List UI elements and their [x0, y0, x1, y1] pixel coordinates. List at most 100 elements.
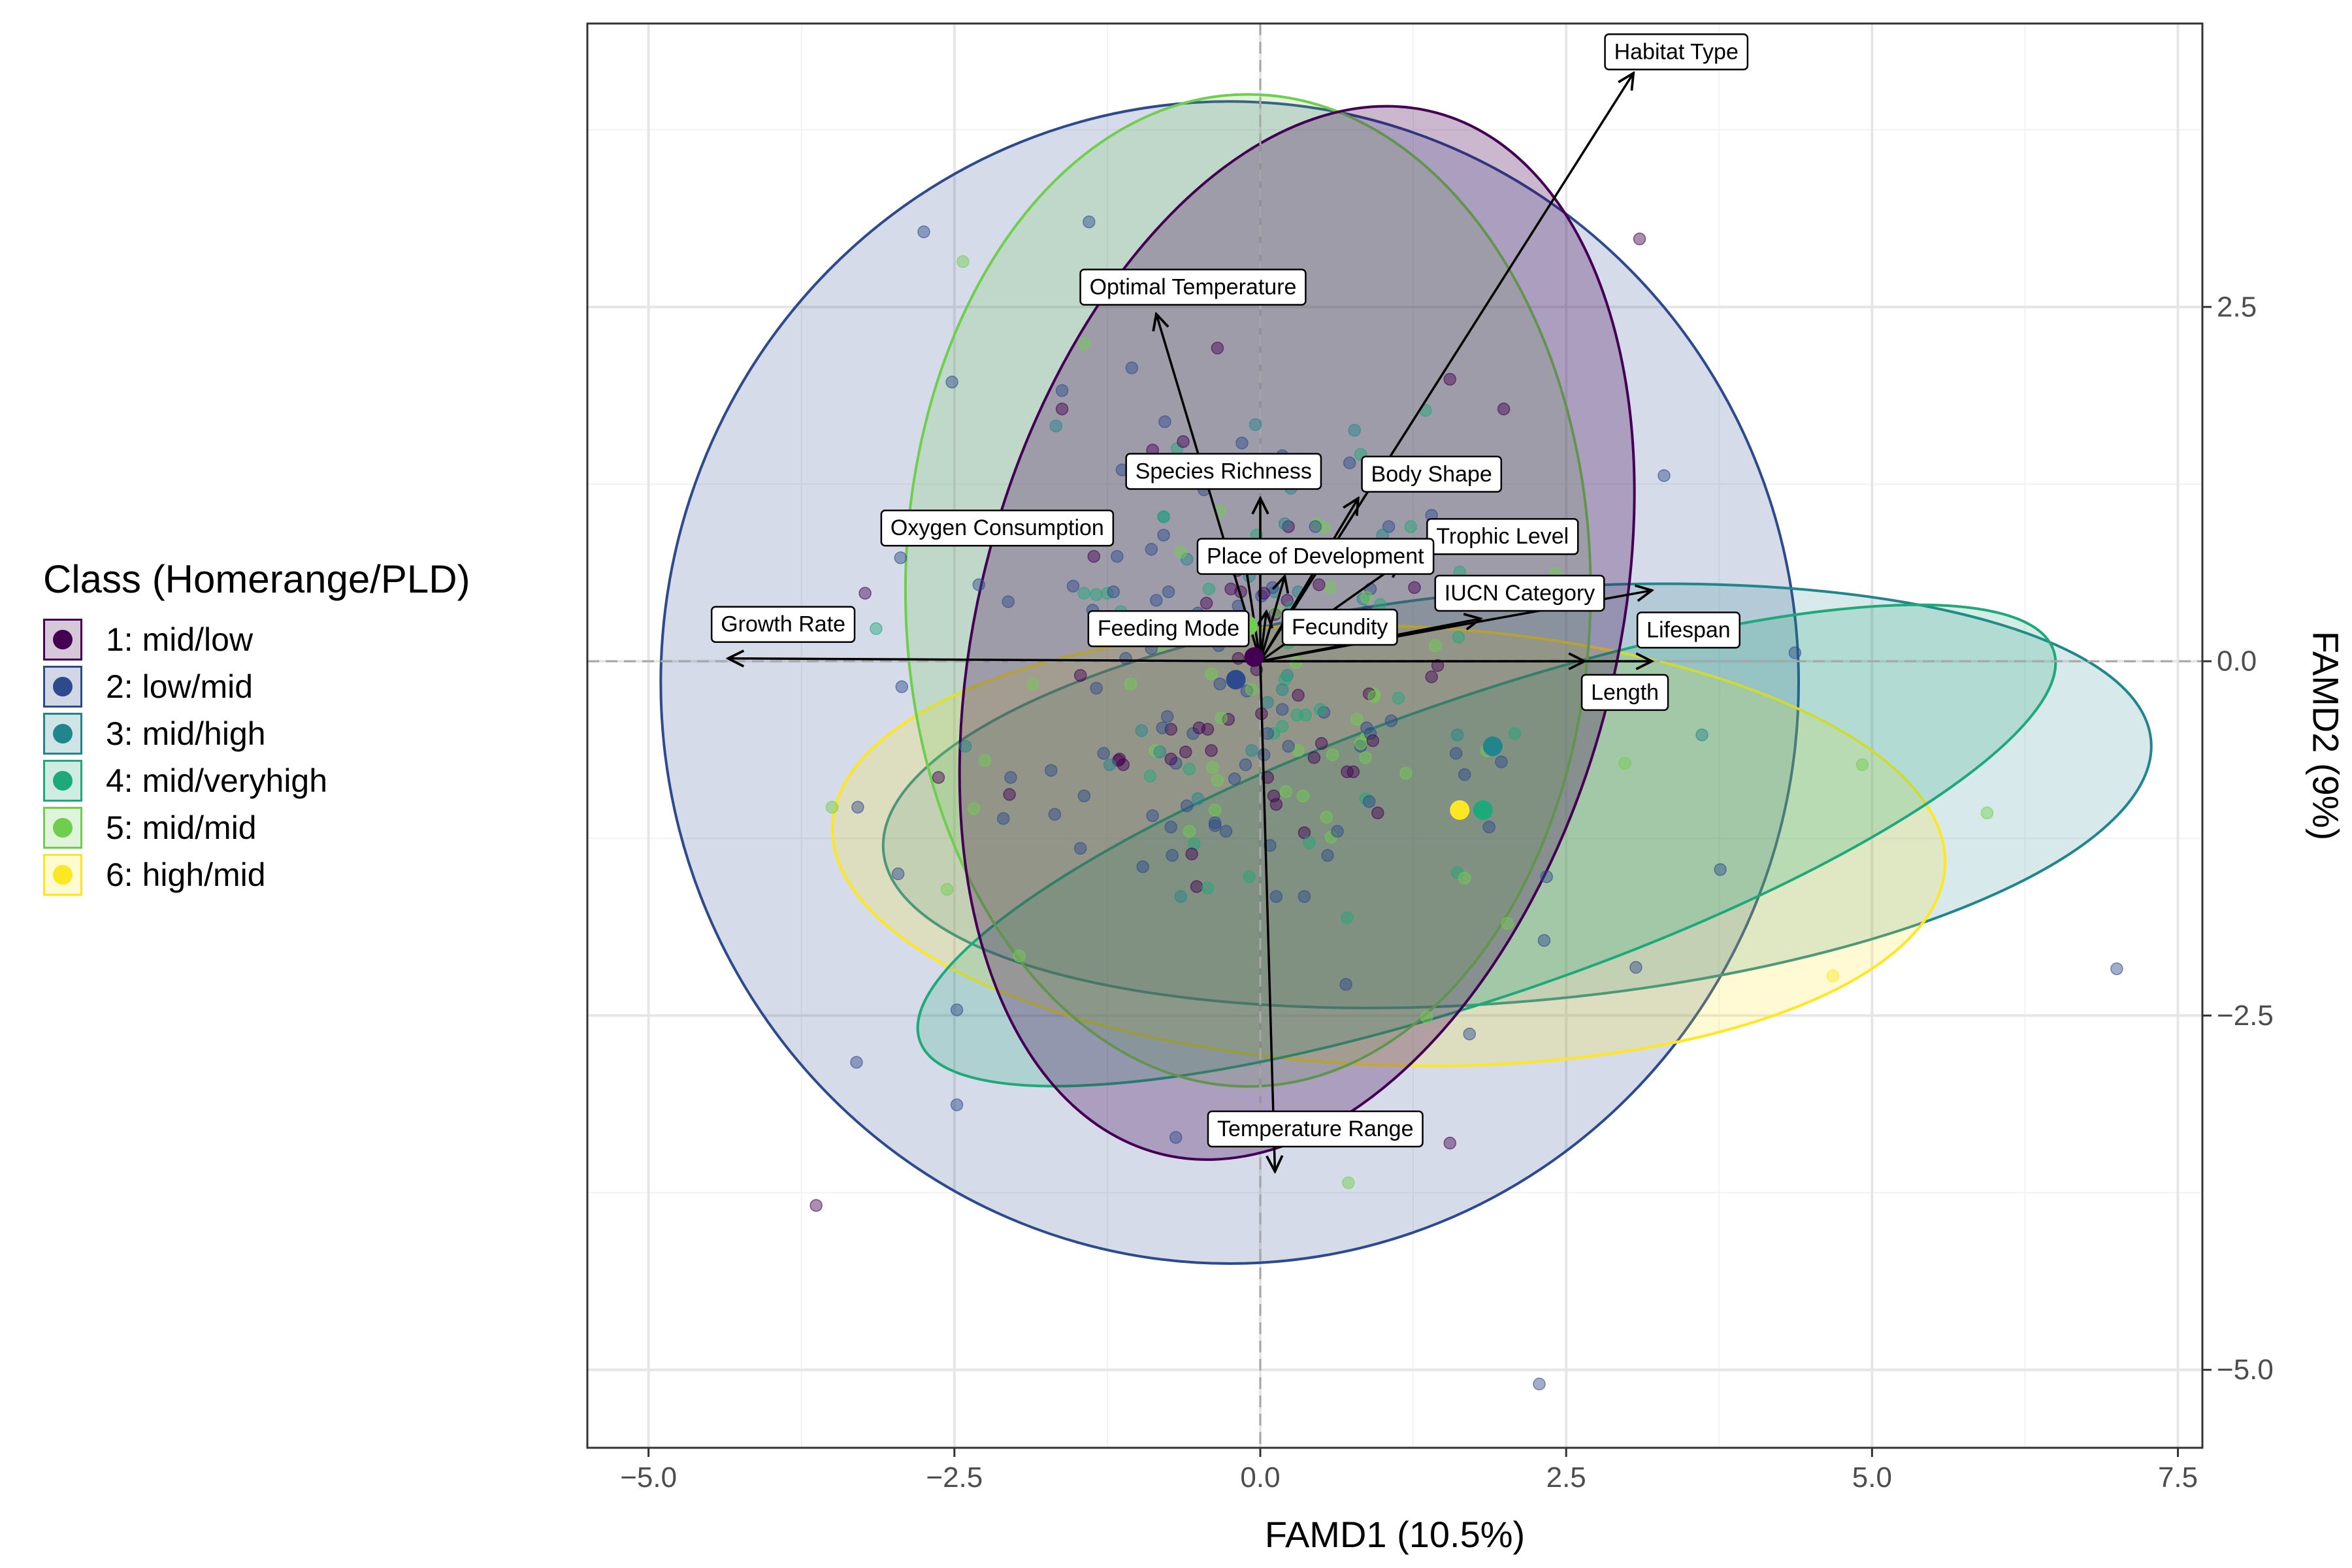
data-point — [1343, 456, 1356, 470]
data-point — [1213, 678, 1226, 691]
data-point — [1292, 689, 1305, 702]
data-point — [1788, 646, 1802, 659]
data-point — [1463, 1027, 1476, 1041]
data-point — [1177, 435, 1190, 448]
loading-label-text: Species Richness — [1135, 459, 1312, 483]
loading-label: Temperature Range — [1207, 1110, 1424, 1148]
data-point — [1279, 785, 1293, 798]
data-point — [1083, 215, 1096, 229]
data-point — [870, 622, 883, 635]
data-point — [1143, 770, 1157, 783]
data-point — [1658, 469, 1671, 482]
data-point — [1162, 585, 1175, 598]
data-point — [1359, 751, 1372, 764]
data-point — [1066, 580, 1080, 593]
data-point — [1179, 745, 1192, 759]
data-point — [1240, 684, 1254, 698]
data-point — [1235, 436, 1249, 449]
data-point — [1537, 934, 1551, 947]
legend-item-2: 2: low/mid — [43, 663, 470, 710]
panel-border — [586, 22, 2204, 1449]
data-point — [1269, 798, 1283, 811]
loading-label: Species Richness — [1125, 453, 1322, 490]
data-point — [1303, 836, 1316, 849]
data-point — [894, 551, 907, 564]
loading-label: Body Shape — [1361, 455, 1503, 493]
loading-label-text: Fecundity — [1292, 615, 1388, 640]
legend-title: Class (Homerange/PLD) — [43, 557, 470, 601]
data-point — [1200, 596, 1213, 610]
data-point — [1307, 751, 1321, 764]
data-point — [1366, 734, 1380, 747]
data-point — [1362, 795, 1376, 808]
data-point — [1633, 232, 1646, 246]
data-point — [1497, 402, 1511, 416]
data-point — [1508, 727, 1522, 740]
loading-label-text: Trophic Level — [1436, 524, 1569, 549]
data-point — [1360, 591, 1373, 604]
data-point — [1190, 880, 1203, 893]
data-point — [1153, 745, 1167, 759]
loading-label-box — [1636, 612, 1740, 649]
data-point — [1232, 652, 1245, 665]
loading-label: Place of Development — [1196, 538, 1435, 575]
data-point — [1045, 764, 1058, 777]
data-point — [1124, 678, 1137, 691]
data-point — [1533, 1377, 1546, 1391]
y-tick-label: 0.0 — [2217, 645, 2257, 678]
data-point — [1350, 713, 1364, 726]
data-point — [1026, 678, 1039, 691]
legend-item-1: 1: mid/low — [43, 616, 470, 663]
loading-label-box — [1087, 610, 1250, 647]
legend-item-3: 3: mid/high — [43, 710, 470, 757]
data-point — [1341, 765, 1354, 779]
data-point — [1342, 1176, 1355, 1190]
loading-arrow — [1259, 661, 1275, 1171]
data-point — [1269, 890, 1283, 903]
data-point — [1055, 402, 1069, 416]
data-point — [1315, 737, 1328, 750]
loading-label: Length — [1580, 674, 1669, 711]
data-point — [1348, 423, 1361, 437]
data-point — [1202, 582, 1216, 596]
class-centroid — [1482, 736, 1503, 757]
legend: Class (Homerange/PLD) 1: mid/low 2: low/… — [43, 557, 470, 898]
loading-label-text: Growth Rate — [721, 612, 845, 637]
loading-label-text: Lifespan — [1646, 617, 1731, 642]
data-point — [1449, 747, 1463, 760]
data-point — [1228, 772, 1241, 785]
data-point — [1239, 758, 1252, 772]
data-point — [1107, 585, 1120, 598]
data-point — [972, 578, 986, 591]
x-axis-title: FAMD1 (10.5%) — [1265, 1514, 1525, 1555]
y-tick-label: −2.5 — [2217, 1000, 2274, 1032]
loading-label-box — [1604, 33, 1749, 71]
data-point — [1073, 841, 1087, 855]
legend-item-6: 6: high/mid — [43, 851, 470, 898]
loading-label: IUCN Category — [1434, 574, 1605, 612]
data-point — [1264, 839, 1277, 852]
data-point — [1399, 766, 1413, 780]
data-point — [1243, 870, 1256, 883]
data-point — [1185, 847, 1198, 860]
legend-key-6 — [43, 854, 82, 896]
data-point — [932, 771, 945, 784]
data-point — [850, 1056, 863, 1069]
data-point — [1211, 774, 1224, 787]
loading-label-box — [1434, 574, 1605, 612]
data-point — [1354, 740, 1367, 753]
class-centroid — [1473, 800, 1493, 820]
loading-label: Optimal Temperature — [1079, 269, 1307, 306]
data-point — [1354, 737, 1367, 750]
data-point — [1208, 819, 1222, 832]
data-point — [1003, 788, 1016, 801]
data-point — [1501, 917, 1514, 930]
data-point — [858, 587, 872, 600]
data-point — [1150, 594, 1163, 607]
data-point — [1382, 520, 1396, 533]
data-point — [1156, 721, 1169, 734]
loading-label: Lifespan — [1636, 612, 1740, 649]
legend-key-2 — [43, 666, 82, 708]
data-point — [1360, 721, 1373, 734]
